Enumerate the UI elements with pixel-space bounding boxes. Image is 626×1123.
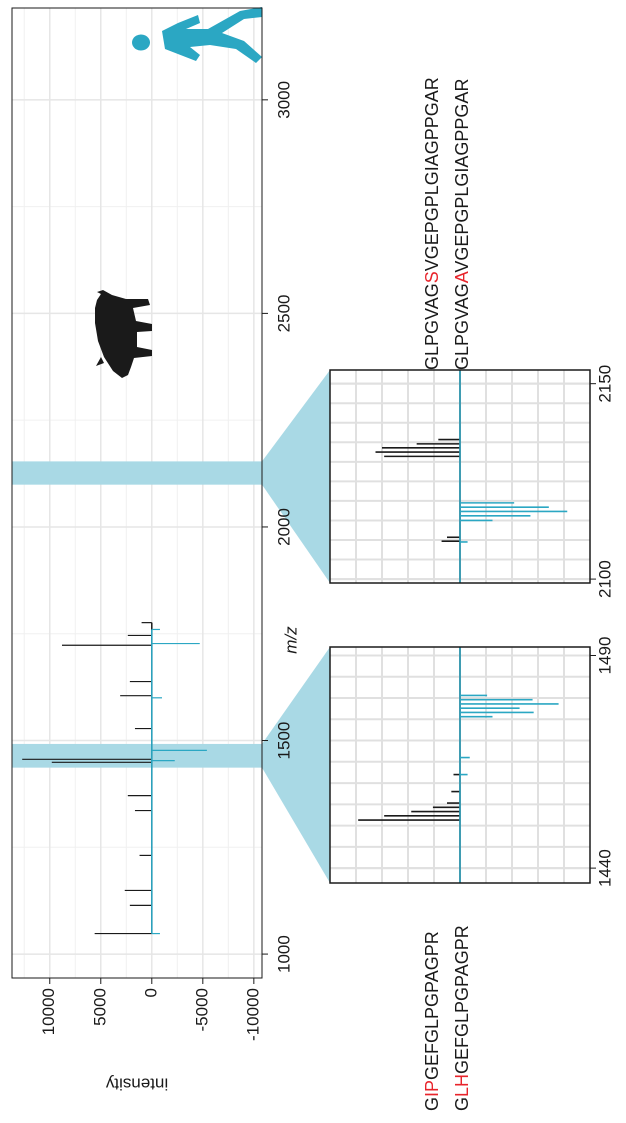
sequence-segment: GLPGVAG — [452, 283, 472, 370]
sequence-segment: G — [452, 1097, 472, 1111]
x-tick-label: 2500 — [274, 294, 293, 332]
sequence-segment: VGEPGPLGIAGPPGAR — [452, 79, 472, 273]
x-axis-title: m/z — [281, 626, 300, 654]
peptide-sequence: GLPGVAGAVGEPGPLGIAGPPGAR — [452, 79, 472, 370]
sequence-segment: S — [422, 271, 442, 283]
sequence-segment: GEFGLPGPAGPR — [452, 925, 472, 1074]
sequence-segment: IP — [422, 1080, 442, 1097]
y-axis-title: intensity — [105, 1075, 168, 1094]
sequence-segment: GEFGLPGPAGPR — [422, 931, 442, 1080]
page: {"chart_data": [ {"type": "spike", "ylab… — [0, 0, 626, 1123]
peptide-sequence: GLHGEFGLPGPAGPR — [452, 925, 472, 1111]
sequence-segment: VGEPGPLGIAGPPGAR — [422, 77, 442, 271]
x-tick-label: 2100 — [595, 560, 614, 598]
x-tick-label: 2150 — [595, 365, 614, 403]
x-tick-label: 1490 — [595, 637, 614, 675]
x-tick-label: 1440 — [595, 849, 614, 887]
x-tick-label: 2000 — [274, 508, 293, 546]
x-tick-label: 1000 — [274, 935, 293, 973]
figure: 1000 1500 2000 2500 3000 10000 5000 0 -5000 -1000… — [0, 0, 626, 1123]
background-layer — [12, 8, 590, 978]
peptide-sequence: GLPGVAGSVGEPGPLGIAGPPGAR — [422, 77, 442, 370]
zoom-connector — [262, 647, 330, 883]
peptide-sequence: GIPGEFGLPGPAGPR — [422, 931, 442, 1111]
sequence-segment: LH — [452, 1074, 472, 1097]
highlight-band — [12, 744, 262, 768]
y-tick-label: -5000 — [192, 988, 211, 1031]
y-tick-label: -10000 — [243, 988, 262, 1041]
highlight-band — [12, 461, 262, 484]
zoom-connector — [262, 370, 330, 583]
x-tick-label: 1500 — [274, 722, 293, 760]
y-tick-label: 0 — [141, 988, 160, 997]
x-tick-label: 3000 — [274, 81, 293, 119]
y-tick-label: 5000 — [90, 988, 109, 1026]
sequence-segment: G — [422, 1097, 442, 1111]
y-tick-label: 10000 — [39, 988, 58, 1035]
rotated-figure: 1000 1500 2000 2500 3000 10000 5000 0 -5000 -1000… — [12, 7, 614, 1111]
sequence-segment: GLPGVAG — [422, 283, 442, 370]
